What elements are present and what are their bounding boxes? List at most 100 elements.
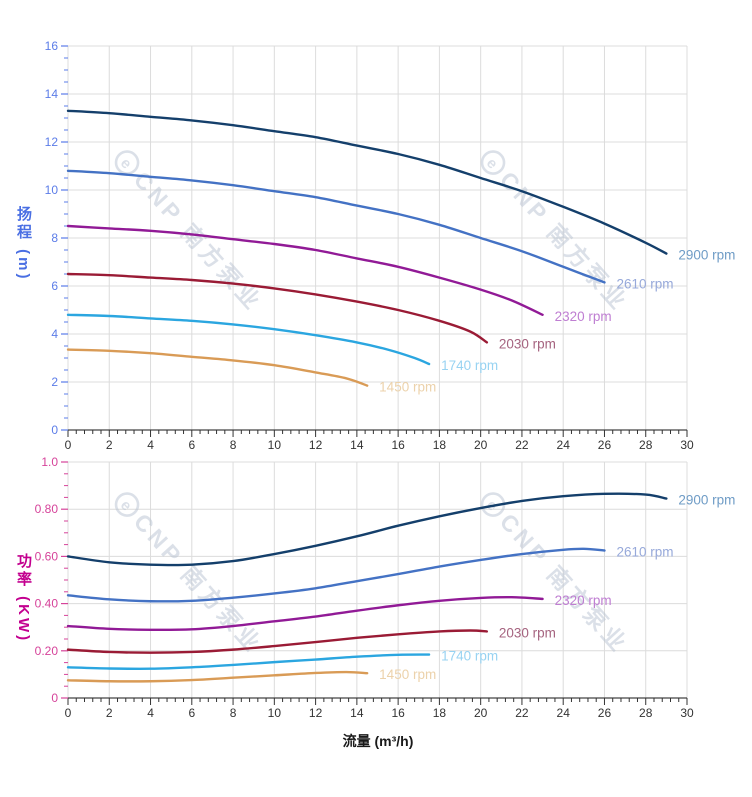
x-tick-label: 10: [268, 706, 282, 720]
x-tick-label: 30: [680, 438, 694, 452]
x-tick-label: 20: [474, 706, 488, 720]
y-tick-label: 10: [45, 183, 59, 197]
y-tick-label: 0.20: [35, 644, 59, 658]
y-axis: 0 2 4 6 8 10 12 14 16: [45, 39, 68, 437]
series-2320-rpm: 2320 rpm: [66, 593, 612, 632]
series-2610-rpm: 2610 rpm: [66, 169, 674, 291]
x-tick-label: 2: [106, 706, 113, 720]
curve: [66, 109, 668, 255]
x-tick-label: 2: [106, 438, 113, 452]
curve: [66, 492, 668, 567]
x-tick-label: 18: [433, 438, 447, 452]
y-tick-label: 14: [45, 87, 59, 101]
series-2900-rpm: 2900 rpm: [66, 109, 735, 263]
x-tick-label: 8: [230, 438, 237, 452]
curve-end-label: 2320 rpm: [555, 593, 612, 608]
series-1450-rpm: 1450 rpm: [66, 667, 436, 683]
x-tick-label: 26: [598, 706, 612, 720]
curve: [66, 224, 544, 316]
x-tick-label: 0: [65, 438, 72, 452]
y-tick-label: 6: [51, 279, 58, 293]
curve-end-label: 2610 rpm: [616, 276, 673, 291]
x-tick-label: 22: [515, 438, 529, 452]
x-tick-label: 24: [557, 438, 571, 452]
x-tick-label: 12: [309, 438, 323, 452]
x-tick-label: 30: [680, 706, 694, 720]
y-tick-label: 1.0: [41, 455, 58, 469]
x-tick-label: 28: [639, 438, 653, 452]
svg-text:CNP 南方泵业: CNP 南方泵业: [129, 508, 268, 658]
x-tick-label: 6: [188, 438, 195, 452]
series-2900-rpm: 2900 rpm: [66, 492, 735, 567]
y-tick-label: 0.60: [35, 549, 59, 563]
gridlines: [67, 461, 688, 698]
curve: [66, 670, 369, 683]
x-tick-label: 14: [350, 706, 364, 720]
y-axis-title-head: 扬程 (m): [15, 206, 32, 282]
x-tick-label: 10: [268, 438, 282, 452]
y-axis: 0 0.20 0.40 0.60 0.80 1.0: [35, 455, 68, 705]
series-2320-rpm: 2320 rpm: [66, 224, 612, 324]
x-tick-label: 18: [433, 706, 447, 720]
curve: [66, 272, 489, 344]
curve-end-label: 2900 rpm: [678, 248, 735, 263]
x-axis: 0 2 4 6 8 10 12 14 16 18 20 22 24 26 28 30: [65, 697, 694, 720]
x-tick-label: 12: [309, 706, 323, 720]
series-2030-rpm: 2030 rpm: [66, 272, 556, 351]
curve: [66, 547, 606, 603]
x-tick-label: 16: [391, 706, 405, 720]
x-tick-label: 14: [350, 438, 364, 452]
series-2610-rpm: 2610 rpm: [66, 545, 674, 603]
curve: [66, 629, 489, 654]
y-tick-label: 16: [45, 39, 59, 53]
curve: [66, 595, 544, 632]
curve-end-label: 2030 rpm: [499, 625, 556, 640]
x-tick-label: 16: [391, 438, 405, 452]
y-tick-label: 0.80: [35, 502, 59, 516]
gridlines: [67, 45, 688, 430]
curve-end-label: 2610 rpm: [616, 545, 673, 560]
curve-end-label: 2900 rpm: [678, 493, 735, 508]
x-axis-title-flow: 流量 (m³/h): [342, 733, 414, 749]
curve: [66, 313, 431, 366]
x-tick-label: 22: [515, 706, 529, 720]
y-tick-label: 0.40: [35, 597, 59, 611]
y-tick-label: 4: [51, 327, 58, 341]
curve-end-label: 1740 rpm: [441, 649, 498, 664]
curve-end-label: 2030 rpm: [499, 336, 556, 351]
x-tick-label: 28: [639, 706, 653, 720]
y-tick-label: 0: [51, 691, 58, 705]
curve: [66, 653, 431, 671]
y-tick-label: 8: [51, 231, 58, 245]
x-tick-label: 26: [598, 438, 612, 452]
series-1740-rpm: 1740 rpm: [66, 649, 498, 671]
curve: [66, 348, 369, 387]
x-tick-label: 4: [147, 706, 154, 720]
x-tick-label: 20: [474, 438, 488, 452]
y-axis-title-power: 功率 (KW): [15, 553, 32, 644]
curve-end-label: 1740 rpm: [441, 358, 498, 373]
x-axis: 0 2 4 6 8 10 12 14 16 18 20 22 24 26 28 30: [65, 429, 694, 452]
x-tick-label: 4: [147, 438, 154, 452]
series-1740-rpm: 1740 rpm: [66, 313, 498, 373]
x-tick-label: 8: [230, 706, 237, 720]
curve: [66, 169, 606, 284]
x-tick-label: 0: [65, 706, 72, 720]
curve-end-label: 2320 rpm: [555, 309, 612, 324]
series-2030-rpm: 2030 rpm: [66, 625, 556, 654]
x-tick-label: 6: [188, 706, 195, 720]
curve-end-label: 1450 rpm: [379, 380, 436, 395]
curve-end-label: 1450 rpm: [379, 667, 436, 682]
y-tick-label: 0: [51, 423, 58, 437]
y-tick-label: 2: [51, 375, 58, 389]
series-1450-rpm: 1450 rpm: [66, 348, 436, 395]
x-tick-label: 24: [557, 706, 571, 720]
y-tick-label: 12: [45, 135, 59, 149]
